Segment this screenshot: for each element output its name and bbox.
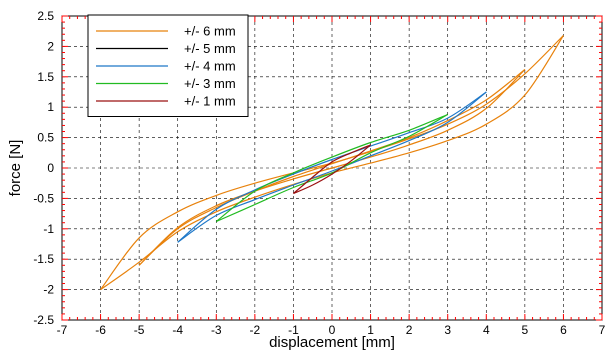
x-tick-label: 6 <box>560 323 567 337</box>
y-tick-label: 2.5 <box>37 9 54 23</box>
y-tick-label: -1.5 <box>33 252 54 266</box>
y-tick-label: -0.5 <box>33 191 54 205</box>
series-line-lower <box>177 91 487 243</box>
series-line-lower <box>215 113 448 222</box>
x-tick-label: -5 <box>134 323 145 337</box>
x-tick-label: -6 <box>95 323 106 337</box>
series-line-upper <box>138 69 526 266</box>
x-tick-label: -3 <box>211 323 222 337</box>
legend-label: +/- 3 mm <box>184 76 236 91</box>
y-tick-label: -2 <box>43 283 54 297</box>
y-tick-label: 0.5 <box>37 131 54 145</box>
y-tick-label: 1 <box>47 100 54 114</box>
y-axis-label: force [N] <box>7 140 24 197</box>
series-line-upper <box>177 91 487 243</box>
x-tick-label: -7 <box>57 323 68 337</box>
x-tick-label: 1 <box>367 323 374 337</box>
y-tick-label: -2.5 <box>33 313 54 327</box>
series-line-lower <box>293 144 371 194</box>
y-tick-label: 2 <box>47 39 54 53</box>
legend-label: +/- 5 mm <box>184 41 236 56</box>
series-line-upper <box>216 113 448 223</box>
x-tick-label: 4 <box>483 323 490 337</box>
legend: +/- 6 mm +/- 5 mm +/- 4 mm +/- 3 mm +/- 1 mm <box>87 14 249 117</box>
series-3 <box>215 113 448 223</box>
series-2 <box>177 91 487 243</box>
x-tick-label: 3 <box>444 323 451 337</box>
x-tick-label: 7 <box>599 323 605 337</box>
x-tick-label: -4 <box>172 323 183 337</box>
x-tick-labels: -7 -6 -5 -4 -3 -2 -1 0 1 2 3 4 5 6 7 <box>57 323 605 337</box>
x-tick-label: 5 <box>522 323 529 337</box>
x-axis-label: displacement [mm] <box>269 334 395 351</box>
x-tick-label: 2 <box>406 323 413 337</box>
x-tick-label: -2 <box>250 323 261 337</box>
legend-label: +/- 6 mm <box>184 24 236 39</box>
series-lines <box>100 35 564 291</box>
x-tick-label: 0 <box>329 323 336 337</box>
y-tick-label: -1 <box>43 222 54 236</box>
legend-label: +/- 4 mm <box>184 59 236 74</box>
series-line-upper <box>293 144 371 195</box>
x-tick-label: -1 <box>288 323 299 337</box>
legend-label: +/- 1 mm <box>184 94 236 109</box>
y-tick-label: 0 <box>47 161 54 175</box>
y-tick-label: 1.5 <box>37 70 54 84</box>
series-4 <box>293 144 371 195</box>
y-tick-labels: -2.5 -2 -1.5 -1 -0.5 0 0.5 1 1.5 2 2.5 <box>33 9 54 327</box>
